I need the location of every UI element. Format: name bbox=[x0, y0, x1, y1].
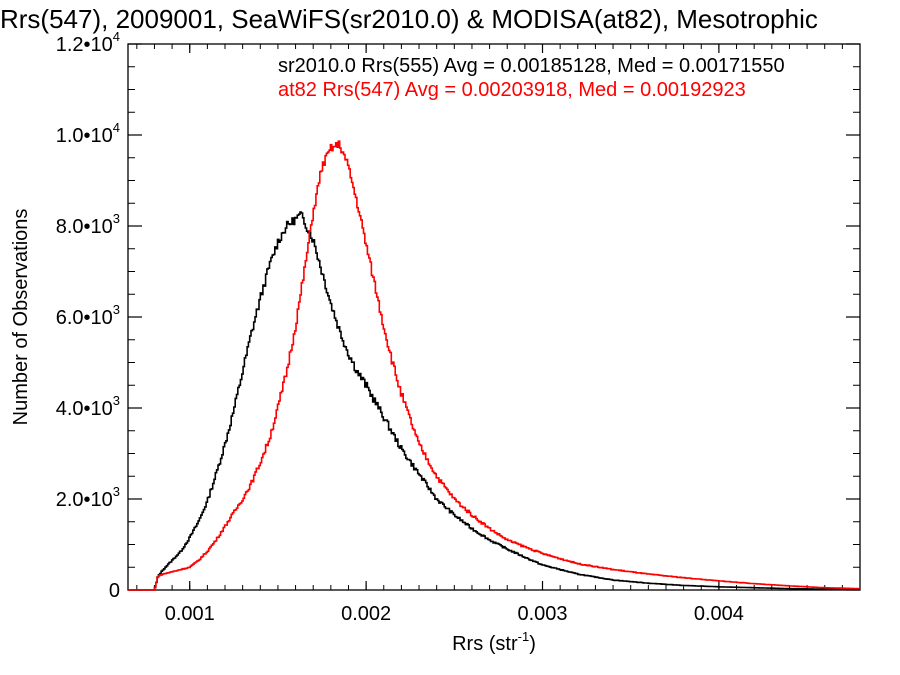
legend: sr2010.0 Rrs(555) Avg = 0.00185128, Med … bbox=[278, 55, 785, 101]
y-tick-label: 4.0•103 bbox=[56, 393, 120, 420]
series-at82-line bbox=[128, 140, 860, 591]
series-group bbox=[128, 140, 860, 591]
y-tick-label: 1.0•104 bbox=[56, 120, 120, 147]
y-axis-ticks: 0 2.0•103 4.0•103 6.0•103 8.0•103 1.0•104 1.2•… bbox=[56, 29, 860, 602]
x-tick-label: 0.004 bbox=[694, 603, 744, 625]
legend-entry: at82 Rrs(547) Avg = 0.00203918, Med = 0.… bbox=[278, 79, 746, 101]
y-tick-label: 2.0•103 bbox=[56, 484, 120, 511]
legend-entry: sr2010.0 Rrs(555) Avg = 0.00185128, Med … bbox=[278, 55, 785, 77]
x-axis-ticks: 0.001 0.002 0.003 0.004 bbox=[136, 44, 861, 625]
x-tick-label: 0.003 bbox=[517, 603, 567, 625]
x-tick-label: 0.001 bbox=[165, 603, 215, 625]
y-tick-label: 8.0•103 bbox=[56, 211, 120, 238]
y-tick-label: 6.0•103 bbox=[56, 302, 120, 329]
chart-title: Rrs(547), 2009001, SeaWiFS(sr2010.0) & M… bbox=[0, 4, 818, 34]
y-axis-label: Number of Observations bbox=[10, 209, 32, 426]
x-tick-label: 0.002 bbox=[341, 603, 391, 625]
x-axis-label: Rrs (str-1) bbox=[452, 629, 536, 655]
y-tick-label: 0 bbox=[109, 580, 120, 602]
series-sr2010-line bbox=[128, 211, 860, 591]
y-tick-label: 1.2•104 bbox=[56, 29, 120, 56]
